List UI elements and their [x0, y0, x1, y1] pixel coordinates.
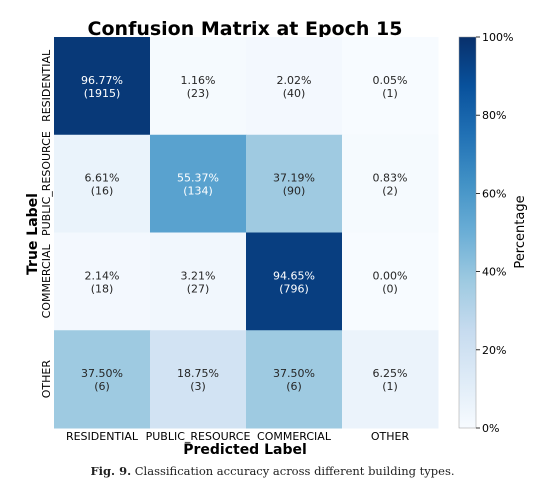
heatmap-cell	[246, 37, 343, 136]
colorbar-tick-label: 60%	[482, 187, 506, 200]
x-tick-label: PUBLIC_RESOURCE	[146, 430, 251, 443]
colorbar-tick-label: 20%	[482, 344, 506, 357]
cell-count-label: (40)	[283, 87, 306, 100]
heatmap-cell-labels: 96.77%(1915)1.16%(23)2.02%(40)0.05%(1)6.…	[81, 74, 407, 393]
heatmap-cell	[150, 37, 247, 136]
colorbar-ticks: 0% 20% 40% 60% 80% 100%	[476, 31, 513, 435]
heatmap-cell	[150, 232, 247, 331]
cell-percent-label: 0.05%	[373, 74, 408, 87]
cell-count-label: (6)	[94, 380, 110, 393]
y-tick-label: RESIDENTIAL	[40, 49, 53, 122]
cell-percent-label: 1.16%	[181, 74, 216, 87]
y-tick-label: OTHER	[40, 360, 53, 399]
cell-percent-label: 37.50%	[81, 367, 123, 380]
colorbar-tick-label: 100%	[482, 31, 513, 44]
cell-count-label: (3)	[190, 380, 206, 393]
y-tick-label: PUBLIC_RESOURCE	[40, 131, 53, 236]
y-tick-label: COMMERCIAL	[40, 244, 53, 319]
x-tick-label: RESIDENTIAL	[66, 430, 139, 443]
cell-percent-label: 2.02%	[277, 74, 312, 87]
heatmap-cell	[54, 232, 151, 331]
colorbar	[458, 36, 477, 429]
figure-caption: Fig. 9. Classification accuracy across d…	[0, 464, 545, 478]
cell-percent-label: 37.50%	[273, 367, 315, 380]
chart-title: Confusion Matrix at Epoch 15	[88, 18, 403, 40]
heatmap-cell	[342, 330, 439, 429]
cell-count-label: (1)	[382, 87, 398, 100]
cell-count-label: (0)	[382, 282, 398, 295]
heatmap-cell	[342, 37, 439, 136]
cell-count-label: (18)	[91, 282, 114, 295]
cell-count-label: (134)	[183, 185, 213, 198]
heatmap-cell	[246, 330, 343, 429]
heatmap-cell	[150, 134, 247, 233]
heatmap-cell	[54, 37, 151, 136]
cell-percent-label: 18.75%	[177, 367, 219, 380]
x-tick-label: OTHER	[371, 430, 410, 443]
cell-count-label: (16)	[91, 185, 114, 198]
cell-percent-label: 94.65%	[273, 269, 315, 282]
cell-count-label: (796)	[279, 282, 309, 295]
caption-prefix: Fig. 9.	[90, 464, 132, 478]
colorbar-tick-label: 40%	[482, 266, 506, 279]
cell-percent-label: 96.77%	[81, 74, 123, 87]
colorbar-tick-label: 0%	[482, 422, 499, 435]
cell-count-label: (90)	[283, 185, 306, 198]
heatmap-cell	[342, 134, 439, 233]
y-tick-labels: RESIDENTIAL PUBLIC_RESOURCE COMMERCIAL OTHE…	[40, 49, 53, 398]
heatmap-cell	[150, 330, 247, 429]
cell-count-label: (23)	[187, 87, 210, 100]
x-tick-label: COMMERCIAL	[257, 430, 332, 443]
y-axis-label: True Label	[25, 193, 41, 275]
heatmap-cell	[246, 134, 343, 233]
cell-percent-label: 6.61%	[85, 172, 120, 185]
caption-text: Classification accuracy across different…	[134, 464, 455, 478]
heatmap-cell	[54, 134, 151, 233]
cell-percent-label: 55.37%	[177, 172, 219, 185]
heatmap-cells	[54, 37, 439, 429]
cell-count-label: (1)	[382, 380, 398, 393]
cell-count-label: (27)	[187, 282, 210, 295]
colorbar-tick-label: 80%	[482, 109, 506, 122]
cell-count-label: (1915)	[84, 87, 121, 100]
cell-count-label: (2)	[382, 185, 398, 198]
cell-percent-label: 37.19%	[273, 172, 315, 185]
cell-percent-label: 3.21%	[181, 269, 216, 282]
heatmap-cell	[246, 232, 343, 331]
heatmap-cell	[342, 232, 439, 331]
colorbar-label: Percentage	[513, 195, 528, 268]
x-axis-label: Predicted Label	[183, 442, 307, 458]
cell-percent-label: 0.00%	[373, 269, 408, 282]
heatmap-cell	[54, 330, 151, 429]
x-tick-labels: RESIDENTIAL PUBLIC_RESOURCE COMMERCIAL OTHE…	[66, 430, 410, 443]
cell-percent-label: 0.83%	[373, 172, 408, 185]
cell-percent-label: 2.14%	[85, 269, 120, 282]
cell-count-label: (6)	[286, 380, 302, 393]
cell-percent-label: 6.25%	[373, 367, 408, 380]
